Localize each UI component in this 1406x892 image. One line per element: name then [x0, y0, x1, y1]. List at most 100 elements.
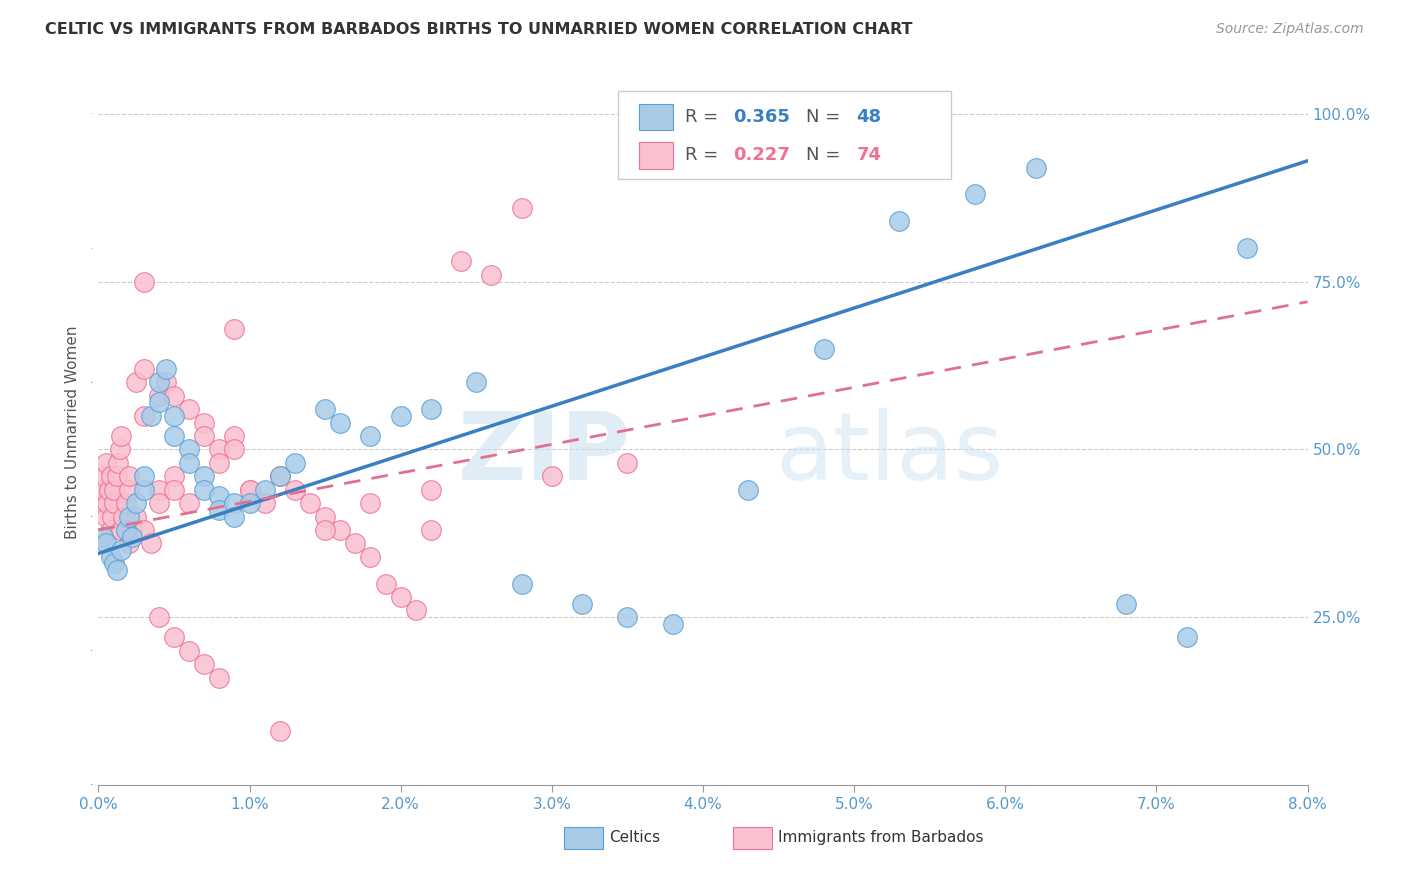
- Point: [193, 469, 215, 483]
- Point: [208, 671, 231, 685]
- Point: [208, 503, 231, 517]
- Point: [100, 549, 122, 564]
- Point: [148, 376, 170, 390]
- Point: [132, 409, 155, 423]
- Point: [965, 187, 987, 202]
- Text: 0.365: 0.365: [734, 108, 790, 126]
- Point: [420, 483, 443, 497]
- Point: [125, 509, 148, 524]
- Point: [616, 456, 638, 470]
- Point: [105, 563, 128, 577]
- Point: [100, 469, 122, 483]
- Point: [91, 530, 114, 544]
- Point: [118, 509, 141, 524]
- Point: [450, 254, 472, 268]
- Point: [141, 536, 163, 550]
- Point: [100, 523, 122, 537]
- Point: [208, 456, 231, 470]
- Point: [360, 496, 382, 510]
- Point: [813, 342, 835, 356]
- Point: [420, 402, 443, 417]
- Point: [107, 456, 129, 470]
- Point: [616, 610, 638, 624]
- Point: [224, 429, 246, 443]
- Point: [344, 536, 367, 550]
- Point: [208, 442, 231, 457]
- Point: [179, 456, 201, 470]
- Text: CELTIC VS IMMIGRANTS FROM BARBADOS BIRTHS TO UNMARRIED WOMEN CORRELATION CHART: CELTIC VS IMMIGRANTS FROM BARBADOS BIRTH…: [45, 22, 912, 37]
- Point: [111, 509, 134, 524]
- Point: [224, 509, 246, 524]
- Point: [148, 610, 170, 624]
- Point: [269, 469, 291, 483]
- Point: [114, 523, 136, 537]
- Point: [465, 376, 488, 390]
- Point: [179, 644, 201, 658]
- Text: Celtics: Celtics: [609, 830, 659, 846]
- Point: [125, 496, 148, 510]
- Point: [93, 469, 115, 483]
- Point: [193, 416, 215, 430]
- Point: [103, 496, 125, 510]
- Text: N =: N =: [806, 108, 846, 126]
- Point: [389, 590, 412, 604]
- Point: [110, 429, 132, 443]
- Text: Source: ZipAtlas.com: Source: ZipAtlas.com: [1216, 22, 1364, 37]
- Text: 48: 48: [856, 108, 882, 126]
- Point: [163, 483, 186, 497]
- Text: R =: R =: [685, 108, 724, 126]
- Point: [239, 483, 262, 497]
- Text: Immigrants from Barbados: Immigrants from Barbados: [778, 830, 983, 846]
- FancyBboxPatch shape: [619, 91, 950, 179]
- Point: [571, 597, 593, 611]
- Point: [239, 496, 262, 510]
- FancyBboxPatch shape: [638, 142, 673, 169]
- Point: [110, 523, 132, 537]
- Point: [510, 576, 533, 591]
- Point: [121, 523, 143, 537]
- Point: [132, 275, 155, 289]
- Point: [224, 442, 246, 457]
- Point: [314, 509, 336, 524]
- Point: [118, 469, 141, 483]
- Point: [1115, 597, 1137, 611]
- FancyBboxPatch shape: [638, 103, 673, 130]
- Point: [329, 523, 352, 537]
- Point: [179, 402, 201, 417]
- Point: [91, 483, 114, 497]
- Point: [98, 483, 121, 497]
- Point: [179, 496, 201, 510]
- Point: [179, 442, 201, 457]
- Point: [374, 576, 396, 591]
- Point: [132, 523, 155, 537]
- Point: [193, 483, 215, 497]
- Point: [108, 442, 131, 457]
- Point: [132, 483, 155, 497]
- Point: [148, 483, 170, 497]
- Point: [125, 376, 148, 390]
- Point: [1236, 241, 1258, 255]
- Point: [314, 402, 336, 417]
- Point: [481, 268, 503, 282]
- Point: [253, 496, 276, 510]
- Point: [121, 530, 143, 544]
- Point: [103, 483, 125, 497]
- Text: 74: 74: [856, 146, 882, 164]
- Point: [101, 509, 124, 524]
- Point: [90, 496, 112, 510]
- Point: [1025, 161, 1047, 175]
- Point: [314, 523, 336, 537]
- Point: [299, 496, 322, 510]
- Point: [193, 657, 215, 672]
- Point: [208, 489, 231, 503]
- Point: [420, 523, 443, 537]
- Text: atlas: atlas: [776, 408, 1004, 500]
- Point: [118, 483, 141, 497]
- Point: [360, 429, 382, 443]
- Y-axis label: Births to Unmarried Women: Births to Unmarried Women: [65, 326, 80, 540]
- Point: [148, 395, 170, 409]
- Point: [118, 536, 141, 550]
- Point: [269, 469, 291, 483]
- Point: [94, 536, 117, 550]
- Point: [94, 509, 117, 524]
